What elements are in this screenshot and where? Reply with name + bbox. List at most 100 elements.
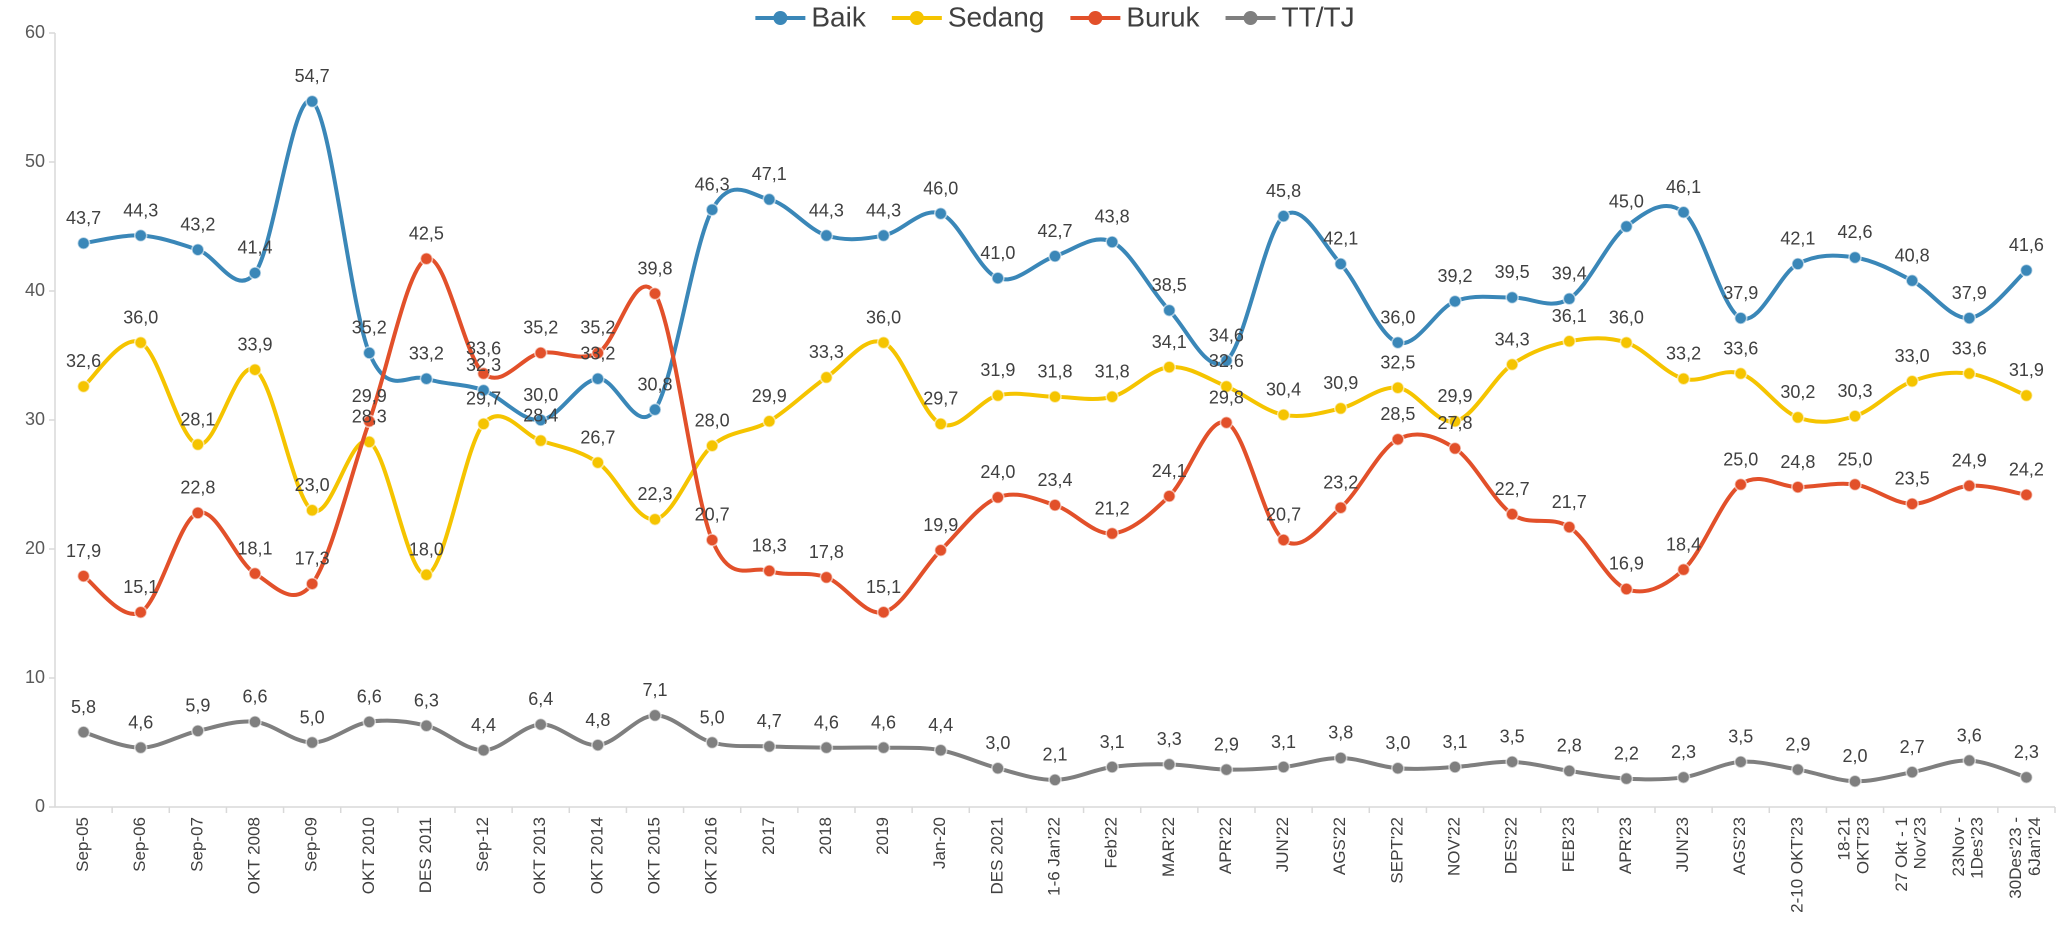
point — [762, 414, 777, 429]
y-tick-label: 60 — [25, 22, 45, 42]
y-tick-label: 40 — [25, 280, 45, 300]
value-label: 23,2 — [1323, 472, 1358, 492]
value-label: 43,8 — [1095, 207, 1130, 227]
value-label: 3,0 — [1385, 733, 1410, 753]
point — [133, 335, 148, 350]
value-label: 35,2 — [580, 318, 615, 338]
point — [1391, 381, 1405, 395]
value-label: 46,3 — [695, 174, 730, 194]
x-tick-label: DES 2021 — [987, 817, 1006, 895]
point — [876, 740, 891, 755]
legend-label: Buruk — [1126, 1, 1200, 32]
point — [76, 569, 91, 583]
value-label: 39,2 — [1437, 266, 1472, 286]
value-label: 32,5 — [1380, 353, 1415, 373]
point — [1333, 257, 1348, 271]
point — [1276, 209, 1291, 223]
x-tick-label: AGS'23 — [1730, 817, 1749, 875]
point — [1219, 415, 1234, 430]
point — [1676, 770, 1691, 785]
value-label: 32,3 — [466, 355, 501, 375]
point — [1448, 294, 1462, 309]
value-label: 17,3 — [295, 549, 330, 569]
value-label: 42,1 — [1780, 229, 1815, 249]
x-tick-label: 2-10 OKT'23 — [1787, 817, 1806, 913]
value-label: 36,1 — [1552, 306, 1587, 326]
value-label: 20,7 — [1266, 505, 1301, 525]
point — [1276, 408, 1291, 422]
value-label: 2,8 — [1557, 736, 1582, 756]
point — [191, 437, 205, 452]
value-label: 31,9 — [980, 360, 1015, 380]
point — [1962, 366, 1977, 381]
x-tick-label: 2017 — [759, 817, 778, 855]
point — [362, 715, 377, 729]
value-label: 39,8 — [637, 258, 672, 278]
point — [1333, 500, 1348, 515]
point — [419, 252, 434, 266]
value-label: 23,0 — [295, 475, 330, 495]
value-label: 45,8 — [1266, 181, 1301, 201]
point — [1733, 755, 1748, 769]
point — [1562, 520, 1577, 534]
point — [1619, 335, 1634, 350]
point — [1848, 250, 1862, 265]
x-tick-label: OKT 2014 — [587, 817, 606, 894]
point — [533, 413, 548, 427]
x-tick-label: Sep-12 — [473, 817, 492, 872]
point — [362, 346, 377, 360]
point — [1733, 311, 1748, 325]
point — [1848, 774, 1862, 788]
point — [762, 564, 777, 578]
x-tick-label: Feb'22 — [1102, 817, 1121, 868]
value-label: 3,1 — [1271, 732, 1296, 752]
value-label: 30,9 — [1323, 373, 1358, 393]
series-line — [82, 713, 2028, 784]
point — [1619, 771, 1634, 786]
value-label: 38,5 — [1152, 275, 1187, 295]
legend-item: Buruk — [1070, 1, 1201, 32]
value-label: 18,3 — [752, 536, 787, 556]
point — [1105, 760, 1119, 774]
point — [648, 708, 662, 723]
legend-marker — [1243, 11, 1258, 25]
point — [1162, 757, 1177, 772]
point — [1962, 753, 1977, 768]
value-label: 21,7 — [1552, 492, 1587, 512]
value-label: 32,6 — [66, 351, 101, 371]
point — [1505, 507, 1519, 521]
value-label: 41,4 — [237, 238, 272, 258]
value-label: 44,3 — [123, 200, 158, 220]
value-label: 36,0 — [1609, 307, 1644, 327]
point — [1791, 480, 1805, 494]
value-label: 30,4 — [1266, 380, 1301, 400]
point — [191, 242, 205, 257]
value-label: 22,3 — [637, 484, 672, 504]
value-label: 18,0 — [409, 540, 444, 560]
legend-label: TT/TJ — [1282, 1, 1355, 32]
point — [933, 417, 948, 431]
value-label: 41,6 — [2009, 235, 2044, 255]
point — [1905, 765, 1919, 779]
value-label: 3,1 — [1442, 732, 1467, 752]
point — [705, 439, 719, 453]
value-label: 2,2 — [1614, 743, 1639, 763]
value-label: 36,0 — [1380, 307, 1415, 327]
value-label: 20,7 — [695, 505, 730, 525]
point — [819, 228, 834, 243]
point — [762, 739, 777, 754]
point — [1676, 205, 1691, 220]
value-label: 34,6 — [1209, 325, 1244, 345]
value-label: 24,2 — [2009, 460, 2044, 480]
value-label: 4,7 — [757, 711, 782, 731]
x-tick-label: Sep-07 — [187, 817, 206, 872]
value-label: 44,3 — [809, 200, 844, 220]
point — [1848, 409, 1862, 423]
point — [1219, 379, 1234, 394]
legend-item: Baik — [755, 1, 867, 32]
point — [133, 605, 148, 619]
value-label: 37,9 — [1952, 283, 1987, 303]
x-tick-label: Sep-09 — [302, 817, 321, 872]
value-label: 33,2 — [409, 343, 444, 363]
value-label: 3,5 — [1500, 727, 1525, 747]
